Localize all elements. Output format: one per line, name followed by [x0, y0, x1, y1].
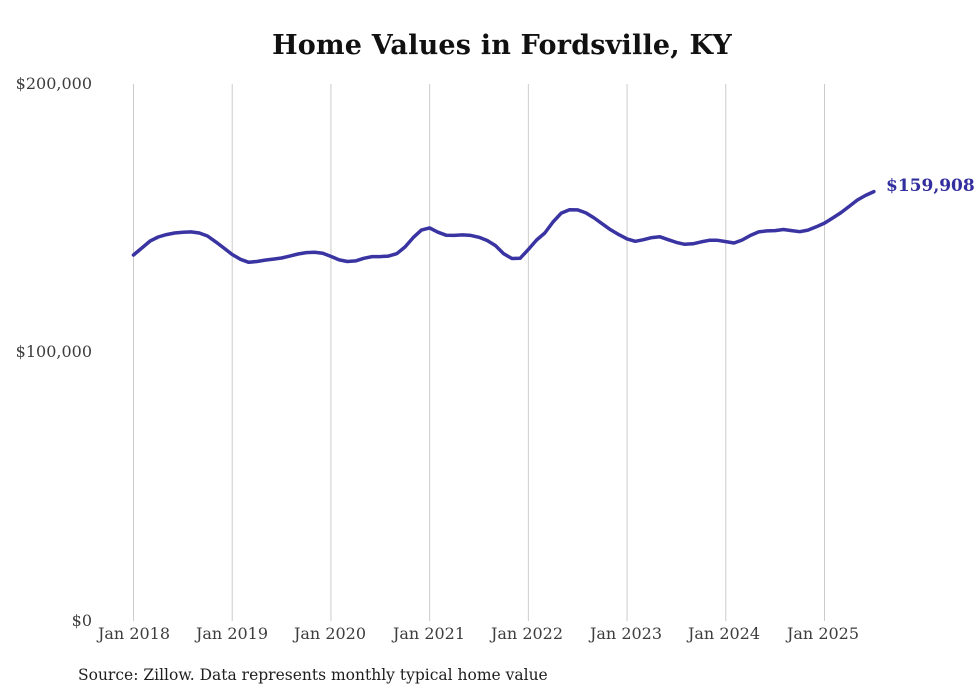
x-tick-label-jan-2024: Jan 2024 [687, 624, 761, 643]
chart-title: Home Values in Fordsville, KY [272, 30, 732, 61]
x-tick-label-jan-2019: Jan 2019 [195, 624, 269, 643]
home-value-line [131, 189, 876, 265]
x-tick-label-jan-2023: Jan 2023 [589, 624, 663, 643]
x-tick-label-jan-2022: Jan 2022 [490, 624, 564, 643]
x-tick-label-jan-2018: Jan 2018 [97, 624, 171, 643]
y-tick-label-200000: $200,000 [15, 74, 92, 93]
y-tick-label-100000: $100,000 [15, 342, 92, 361]
x-tick-label-jan-2020: Jan 2020 [293, 624, 367, 643]
source-note: Source: Zillow. Data represents monthly … [78, 666, 548, 684]
x-tick-label-jan-2021: Jan 2021 [392, 624, 466, 643]
latest-value-label: $159,908 [886, 176, 975, 196]
y-tick-label-0: $0 [71, 611, 92, 630]
x-tick-label-jan-2025: Jan 2025 [786, 624, 860, 643]
